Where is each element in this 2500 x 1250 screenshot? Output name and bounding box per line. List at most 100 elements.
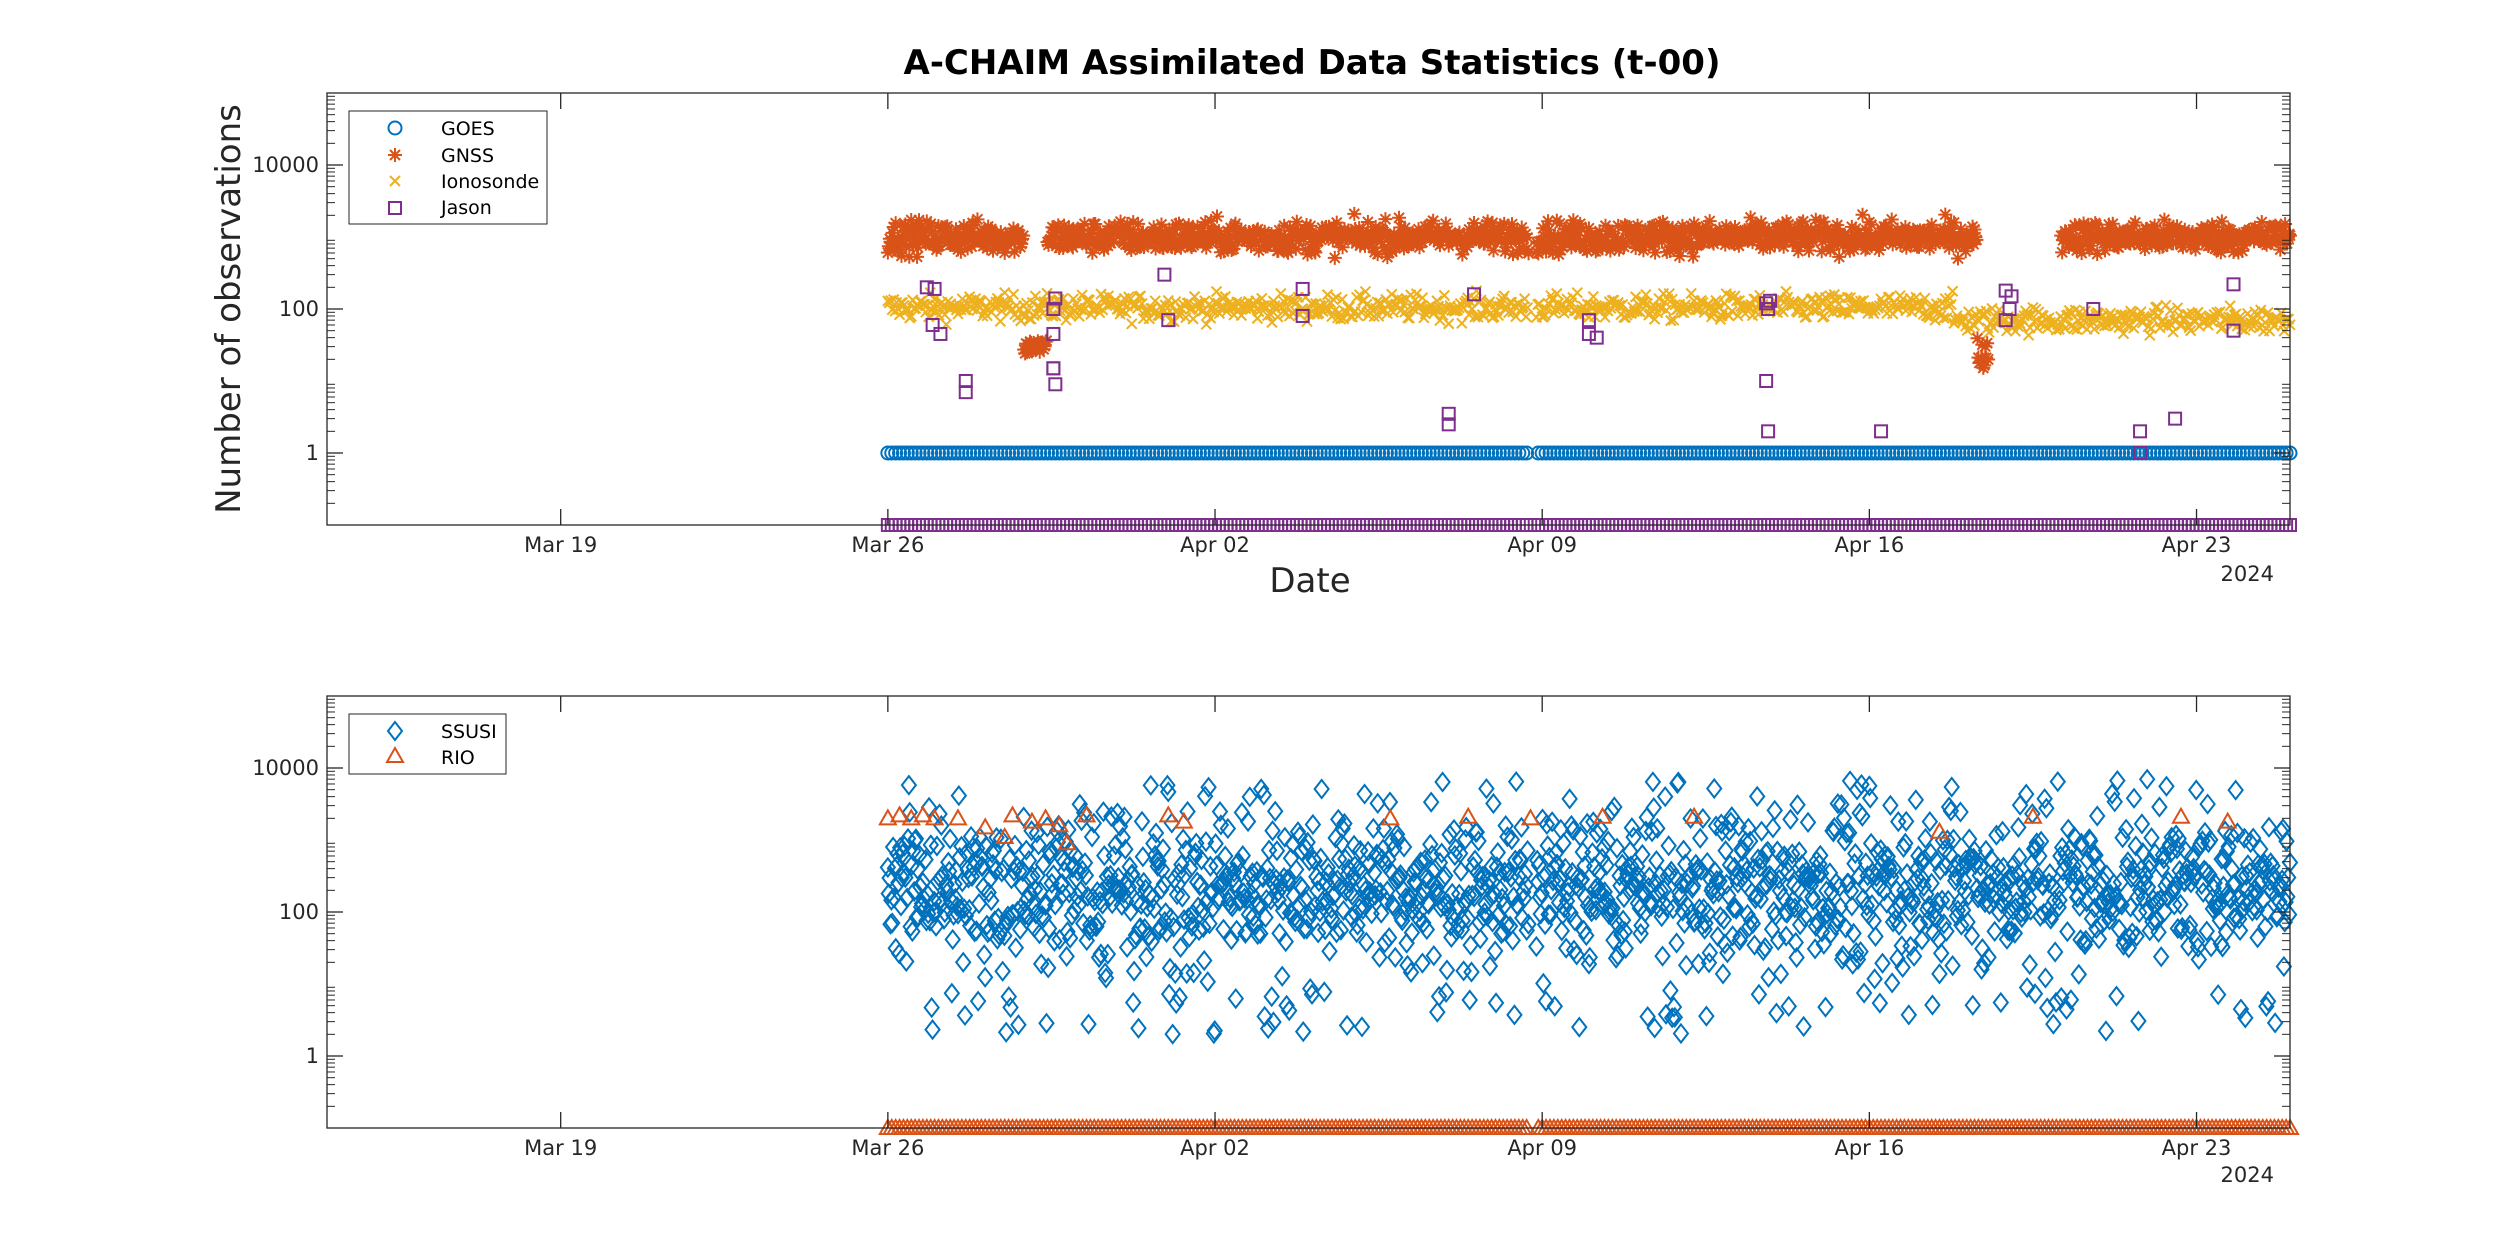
goes-marker: [1760, 445, 1776, 461]
goes-marker: [2064, 445, 2080, 461]
ionosonde-marker: [1648, 313, 1661, 325]
goes-marker: [1343, 445, 1359, 461]
goes-marker: [1745, 445, 1761, 461]
gnss-marker: [964, 239, 979, 254]
gnss-marker: [1893, 238, 1908, 253]
goes-marker: [2002, 445, 2018, 461]
gnss-marker: [1219, 240, 1234, 255]
goes-marker: [1491, 445, 1507, 461]
gnss-marker: [1314, 232, 1329, 247]
goes-marker: [1133, 445, 1149, 461]
goes-marker: [1437, 445, 1453, 461]
gnss-marker: [1194, 221, 1209, 236]
goes-marker: [1698, 445, 1714, 461]
ssusi-marker: [1095, 801, 1112, 823]
ssusi-marker: [1119, 869, 1137, 892]
gnss-marker: [960, 241, 975, 256]
ssusi-marker: [1103, 892, 1121, 915]
ssusi-marker: [1185, 962, 1202, 984]
goes-marker: [1600, 445, 1616, 461]
ionosonde-marker: [1822, 299, 1835, 312]
gnss-marker: [1538, 229, 1553, 244]
gnss-marker: [1308, 245, 1323, 260]
gnss-marker: [1743, 210, 1758, 225]
ionosonde-marker: [1410, 288, 1423, 300]
gnss-marker: [1298, 242, 1313, 257]
gnss-marker: [1605, 224, 1620, 239]
gnss-marker: [1801, 243, 1816, 258]
goes-marker: [907, 445, 923, 461]
goes-marker: [1078, 445, 1094, 461]
ionosonde-marker: [923, 311, 935, 323]
gnss-marker: [1173, 240, 1188, 255]
gnss-marker: [904, 213, 919, 228]
ssusi-marker: [1192, 874, 1209, 896]
goes-marker: [1651, 445, 1667, 461]
gnss-marker: [1480, 214, 1495, 229]
gnss-marker: [1377, 240, 1392, 255]
goes-marker: [2142, 445, 2158, 461]
ionosonde-marker: [1941, 312, 1953, 324]
gnss-marker: [2068, 219, 2083, 234]
ssusi-marker: [969, 990, 987, 1012]
gnss-marker: [1326, 220, 1341, 235]
gnss-marker: [1209, 209, 1224, 224]
gnss-marker: [1785, 235, 1800, 250]
goes-marker: [1990, 445, 2006, 461]
goes-marker: [1791, 445, 1807, 461]
gnss-marker: [1296, 232, 1311, 247]
gnss-marker: [1567, 221, 1582, 236]
ssusi-marker: [1026, 878, 1044, 900]
goes-marker: [1857, 445, 1873, 461]
goes-marker: [2044, 445, 2060, 461]
gnss-marker: [1329, 215, 1344, 230]
ionosonde-marker: [2184, 324, 2197, 337]
goes-marker: [1893, 445, 1909, 461]
goes-marker: [1071, 445, 1087, 461]
goes-marker: [1776, 445, 1792, 461]
goes-marker: [1277, 445, 1293, 461]
goes-marker: [1507, 445, 1523, 461]
ionosonde-marker: [1057, 292, 1069, 305]
gnss-marker: [1456, 242, 1471, 257]
ssusi-marker: [1124, 991, 1142, 1014]
gnss-marker: [1846, 242, 1861, 257]
gnss-marker: [2238, 233, 2253, 248]
goes-marker: [1125, 445, 1141, 461]
gnss-marker: [1335, 240, 1350, 255]
jason-marker: [2226, 277, 2241, 292]
ssusi-marker: [1070, 894, 1088, 916]
goes-marker: [911, 445, 927, 461]
gnss-marker: [2073, 239, 2088, 254]
ssusi-marker: [1207, 833, 1224, 855]
goes-marker: [1943, 445, 1959, 461]
goes-marker: [1265, 445, 1281, 461]
goes-marker: [1394, 445, 1410, 461]
ssusi-marker: [1114, 826, 1131, 848]
ionosonde-marker: [2088, 323, 2100, 335]
top-x-tick-label-1: Mar 26: [851, 533, 924, 557]
goes-marker: [1250, 445, 1266, 461]
goes-marker: [1686, 445, 1702, 461]
goes-marker: [1830, 445, 1846, 461]
goes-marker: [1604, 445, 1620, 461]
ssusi-marker: [900, 774, 918, 796]
goes-marker: [1904, 445, 1920, 461]
gnss-marker: [1598, 218, 1613, 233]
ionosonde-marker: [1200, 318, 1212, 331]
ssusi-marker: [1011, 918, 1029, 940]
jason-marker: [1759, 374, 1774, 388]
goes-marker: [1480, 445, 1496, 461]
gnss-marker: [1811, 220, 1826, 235]
goes-marker: [1538, 445, 1554, 461]
gnss-marker: [1438, 216, 1453, 231]
goes-marker: [962, 445, 978, 461]
gnss-marker: [1981, 352, 1996, 367]
gnss-marker: [2090, 247, 2105, 262]
jason-marker: [2168, 411, 2183, 426]
ssusi-marker: [1215, 918, 1232, 940]
ssusi-marker: [1030, 834, 1047, 856]
gnss-marker: [1007, 244, 1022, 259]
ionosonde-marker: [1666, 293, 1678, 306]
gnss-marker: [1140, 236, 1155, 251]
